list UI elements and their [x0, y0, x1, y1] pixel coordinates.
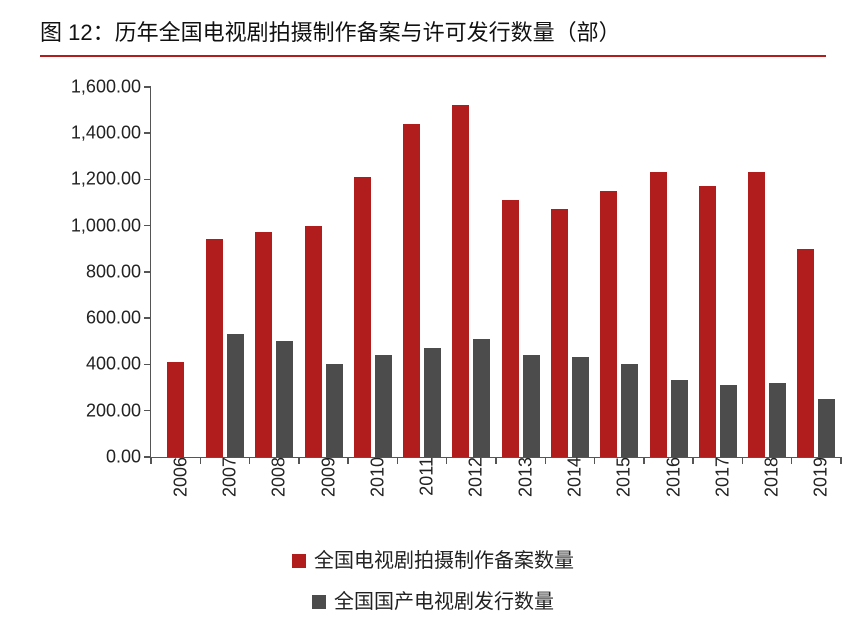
bar	[551, 209, 568, 456]
chart-title: 图 12：历年全国电视剧拍摄制作备案与许可发行数量（部）	[40, 18, 826, 57]
x-axis-label: 2017	[702, 457, 733, 497]
x-axis-label: 2008	[259, 457, 290, 497]
bar	[424, 348, 441, 457]
bar	[305, 226, 322, 457]
x-axis-tick	[200, 457, 202, 464]
x-axis-label: 2015	[604, 457, 635, 497]
y-axis-label: 1,000.00	[51, 215, 141, 236]
legend-item: 全国国产电视剧发行数量	[312, 585, 554, 614]
plot-area: 0.00200.00400.00600.00800.001,000.001,20…	[150, 87, 841, 458]
x-axis-tick	[397, 457, 399, 464]
bar	[354, 177, 371, 457]
legend-swatch	[292, 554, 306, 568]
x-axis-label: 2010	[357, 457, 388, 497]
x-axis-tick	[643, 457, 645, 464]
x-axis-tick	[249, 457, 251, 464]
legend: 全国电视剧拍摄制作备案数量全国国产电视剧发行数量	[40, 538, 826, 620]
x-axis-label: 2011	[407, 457, 438, 496]
x-axis-label: 2009	[308, 457, 339, 497]
y-axis-tick	[144, 86, 151, 88]
bar	[473, 339, 490, 457]
x-axis-tick	[150, 457, 152, 464]
bar	[227, 334, 244, 457]
bar	[600, 191, 617, 457]
bar	[326, 364, 343, 457]
y-axis-tick	[144, 132, 151, 134]
figure-container: 图 12：历年全国电视剧拍摄制作备案与许可发行数量（部） 0.00 200.00 4…	[0, 0, 866, 632]
y-axis-label: 0.00	[51, 446, 141, 467]
bar	[255, 232, 272, 456]
y-axis-tick	[144, 179, 151, 181]
bar	[452, 105, 469, 457]
x-axis-label: 2013	[505, 457, 536, 497]
bar	[671, 380, 688, 456]
bar	[797, 249, 814, 457]
y-axis-label: 1,200.00	[51, 169, 141, 190]
y-axis-label: 400.00	[51, 354, 141, 375]
y-axis-label: 1,400.00	[51, 123, 141, 144]
y-axis-tick	[144, 410, 151, 412]
x-axis-tick	[692, 457, 694, 464]
x-axis-tick	[742, 457, 744, 464]
x-axis-tick	[840, 457, 842, 464]
legend-label: 全国电视剧拍摄制作备案数量	[314, 550, 574, 572]
bar	[502, 200, 519, 457]
bar	[523, 355, 540, 457]
bar	[748, 172, 765, 456]
bar	[621, 364, 638, 457]
legend-swatch	[312, 595, 326, 609]
x-axis-tick	[791, 457, 793, 464]
chart-area: 0.00 200.00 400.00 600.00 800.00 1,000.00 1,20…	[40, 87, 826, 620]
bar	[167, 362, 184, 457]
x-axis-label: 2007	[209, 457, 240, 497]
x-axis-tick	[594, 457, 596, 464]
bar	[699, 186, 716, 457]
x-axis-tick	[347, 457, 349, 464]
bar	[818, 399, 835, 457]
bar	[403, 124, 420, 457]
x-axis-label: 2019	[801, 457, 832, 497]
y-axis-label: 800.00	[51, 261, 141, 282]
x-axis-label: 2018	[752, 457, 783, 497]
x-axis-tick	[446, 457, 448, 464]
bars-layer	[151, 87, 841, 457]
bar	[720, 385, 737, 457]
legend-item: 全国电视剧拍摄制作备案数量	[292, 544, 574, 573]
y-axis-tick	[144, 364, 151, 366]
bar	[375, 355, 392, 457]
y-axis-label: 200.00	[51, 400, 141, 421]
bar	[769, 383, 786, 457]
x-axis-tick	[298, 457, 300, 464]
x-axis-label: 2014	[554, 457, 585, 497]
legend-label: 全国国产电视剧发行数量	[334, 591, 554, 613]
y-axis-tick	[144, 271, 151, 273]
x-axis-label: 2012	[456, 457, 487, 497]
y-axis-label: 600.00	[51, 308, 141, 329]
y-axis-tick	[144, 317, 151, 319]
bar	[572, 357, 589, 456]
y-axis-label: 1,600.00	[51, 76, 141, 97]
bar	[206, 239, 223, 456]
x-axis-tick	[495, 457, 497, 464]
x-axis-tick	[545, 457, 547, 464]
y-axis-tick	[144, 225, 151, 227]
x-axis-label: 2006	[160, 457, 191, 497]
bar	[650, 172, 667, 456]
x-axis-label: 2016	[653, 457, 684, 497]
bar	[276, 341, 293, 457]
